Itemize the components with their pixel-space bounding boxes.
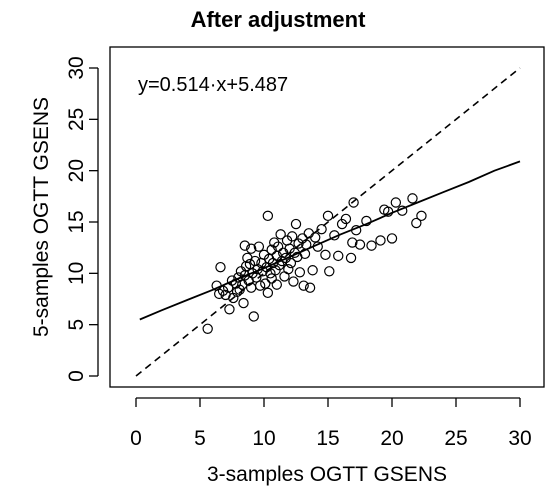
data-point: [290, 218, 302, 230]
fit-curve: [139, 160, 521, 321]
y-tick-label: 20: [65, 159, 88, 182]
data-point: [215, 261, 226, 273]
x-tick-label: 20: [380, 427, 403, 450]
data-point: [248, 311, 259, 322]
data-point: [407, 193, 418, 204]
data-point: [310, 232, 321, 243]
y-tick-label: 15: [65, 210, 88, 233]
data-point: [275, 229, 286, 240]
data-point: [298, 280, 309, 291]
x-axis-label: 3-samples OGTT GSENS: [207, 463, 447, 486]
data-point: [266, 244, 277, 255]
y-tick-label: 10: [65, 262, 88, 285]
y-tick-label: 30: [65, 56, 88, 79]
data-point: [416, 210, 427, 222]
data-point: [329, 230, 340, 241]
data-point: [234, 284, 245, 295]
data-point: [262, 287, 274, 299]
data-point: [238, 297, 249, 309]
data-point: [271, 279, 282, 290]
y-axis-label: 5-samples OGTT GSENS: [30, 97, 53, 337]
data-point: [382, 206, 394, 217]
data-point: [253, 241, 265, 252]
data-point: [320, 249, 331, 261]
data-point: [350, 225, 362, 236]
data-point: [224, 304, 235, 315]
data-point: [366, 240, 377, 251]
x-axis: 0 5 10 15 20 25 30: [130, 397, 532, 450]
data-point: [347, 237, 358, 248]
data-point: [361, 215, 372, 227]
data-point: [260, 278, 271, 289]
data-point: [202, 323, 213, 334]
data-point: [288, 276, 299, 287]
y-tick-label: 0: [65, 370, 88, 382]
data-point: [251, 272, 262, 283]
data-point: [304, 282, 316, 293]
regression-equation: y=0.514·x+5.487: [138, 74, 288, 96]
x-tick-label: 5: [194, 427, 206, 450]
data-point: [411, 217, 422, 229]
data-point: [307, 265, 318, 276]
data-point: [294, 267, 306, 278]
data-points: [202, 193, 427, 334]
data-point: [231, 286, 243, 298]
y-axis: 0 5 10 15 20 25 30: [65, 56, 99, 382]
data-point: [397, 205, 408, 216]
x-tick-label: 10: [252, 427, 275, 450]
plot-area-frame: [109, 46, 545, 388]
data-point: [254, 280, 266, 291]
data-point: [333, 250, 344, 262]
data-point: [245, 243, 257, 254]
x-tick-label: 0: [130, 427, 142, 450]
data-point: [316, 223, 327, 235]
data-point: [340, 213, 352, 225]
data-point: [322, 210, 334, 222]
data-point: [386, 233, 398, 244]
data-point: [348, 197, 359, 208]
data-point: [283, 264, 294, 275]
data-point: [354, 239, 366, 250]
data-point: [239, 240, 250, 251]
y-tick-label: 25: [65, 108, 88, 131]
x-tick-label: 15: [316, 427, 339, 450]
data-point: [390, 197, 402, 208]
data-point: [262, 210, 274, 222]
data-point: [375, 235, 386, 246]
data-point: [301, 239, 312, 250]
data-point: [266, 273, 277, 284]
data-point: [285, 257, 297, 269]
x-tick-label: 30: [508, 427, 531, 450]
data-point: [265, 268, 276, 279]
data-point: [312, 241, 323, 252]
data-point: [272, 241, 284, 252]
data-point: [345, 252, 357, 264]
x-tick-label: 25: [444, 427, 467, 450]
y-tick-label: 5: [65, 319, 88, 331]
data-point: [244, 258, 256, 270]
chart-title: After adjustment: [191, 7, 366, 32]
data-point: [324, 266, 335, 277]
data-point: [286, 231, 298, 242]
identity-reference-line: [135, 67, 521, 377]
